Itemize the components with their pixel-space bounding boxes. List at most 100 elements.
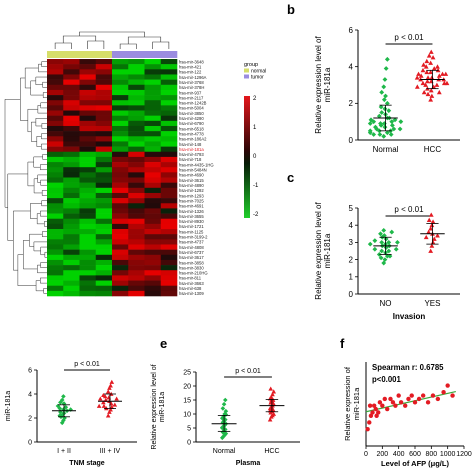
- heatmap-cell: [63, 208, 80, 214]
- heatmap-cell: [112, 84, 129, 91]
- heatmap-color-scale: 2 1 0 -1 -2: [244, 96, 259, 218]
- gene-label: hsa-mir-6790: [179, 121, 204, 126]
- data-point-normal: [382, 124, 388, 130]
- heatmap-cell: [160, 198, 178, 204]
- data-point-i-ii: [61, 394, 66, 399]
- heatmap-cell: [79, 146, 97, 153]
- x-tick-label: 200: [376, 451, 388, 458]
- group-bar-cell: [144, 51, 162, 58]
- heatmap-cell: [112, 64, 129, 70]
- data-point-normal: [222, 422, 227, 428]
- heatmap-cell: [160, 105, 178, 111]
- heatmap-cell: [95, 59, 113, 65]
- heatmap-cell: [47, 177, 64, 183]
- row-dendrogram-branch: [36, 136, 42, 147]
- data-point: [365, 427, 370, 432]
- y-tick-label: 5: [349, 204, 354, 213]
- heatmap-cell: [112, 187, 129, 194]
- heatmap-cell: [63, 162, 80, 168]
- heatmap-cell: [63, 213, 80, 220]
- heatmap-cell: [128, 162, 145, 168]
- y-axis-label: Relative expression of: [343, 366, 352, 441]
- x-category-label: I + II: [57, 448, 71, 455]
- heatmap-cell: [160, 79, 178, 86]
- x-axis-label: Level of AFP (μg/L): [381, 459, 449, 468]
- col-dendrogram-branch: [79, 31, 145, 37]
- heatmap-cell: [112, 203, 129, 209]
- row-dendrogram-branch: [41, 61, 47, 67]
- heatmap-cell: [112, 290, 129, 297]
- heatmap-cell: [112, 59, 129, 65]
- heatmap-cell: [144, 218, 162, 225]
- data-point-yes: [428, 212, 434, 217]
- heatmap-cell: [47, 131, 64, 137]
- heatmap-cell: [144, 285, 162, 292]
- x-axis-label: TNM stage: [69, 460, 105, 467]
- heatmap-cell: [128, 131, 145, 137]
- data-point-iii-iv: [107, 385, 112, 390]
- heatmap-cell: [79, 265, 97, 271]
- heatmap-cell: [144, 162, 162, 168]
- data-point-normal: [377, 132, 383, 137]
- heatmap-cell: [160, 120, 178, 127]
- heatmap-cell: [95, 141, 113, 147]
- heatmap-cell: [63, 84, 80, 91]
- data-point-hcc: [423, 64, 429, 69]
- data-point-no: [393, 246, 399, 252]
- p-value-label: p < 0.01: [394, 205, 424, 214]
- gene-label: hsa-mir-3648: [179, 59, 204, 64]
- row-dendrogram-branch: [41, 123, 47, 129]
- data-point-normal: [221, 401, 227, 407]
- heatmap-cell: [112, 239, 129, 245]
- panel-letter-c: c: [287, 170, 294, 185]
- data-point: [416, 396, 422, 402]
- heatmap-cell: [63, 89, 80, 96]
- x-category-label: III + IV: [100, 448, 121, 455]
- data-point-hcc: [271, 389, 277, 394]
- heatmap-cell: [63, 59, 80, 65]
- heatmap-cell: [160, 162, 178, 168]
- data-point-normal: [378, 104, 384, 110]
- gene-label: hsa-mir-3615: [179, 178, 204, 183]
- heatmap-cell: [79, 187, 97, 194]
- heatmap-cell: [63, 172, 80, 178]
- heatmap-cell: [63, 95, 80, 101]
- gene-label: hsa-mir-4737: [179, 240, 204, 245]
- heatmap-cell: [47, 229, 64, 235]
- heatmap-cell: [160, 177, 178, 183]
- heatmap-cell: [160, 265, 178, 271]
- data-point-yes: [435, 233, 440, 238]
- x-category-label: Normal: [213, 448, 236, 455]
- heatmap-cell: [79, 115, 97, 122]
- heatmap-cell: [47, 59, 64, 65]
- heatmap-cell: [144, 198, 162, 204]
- data-point-normal: [222, 430, 227, 436]
- heatmap-cell: [144, 280, 162, 286]
- data-point-iii-iv: [107, 409, 112, 414]
- data-point: [403, 403, 408, 408]
- heatmap-cell: [63, 79, 80, 86]
- data-point-yes: [429, 243, 435, 248]
- data-point-hcc: [440, 71, 445, 76]
- y-tick-label: 4: [349, 62, 354, 71]
- heatmap-cell: [144, 229, 162, 235]
- x-category-label: Normal: [373, 145, 399, 154]
- heatmap-cell: [95, 151, 113, 158]
- data-point-iii-iv: [106, 395, 112, 400]
- heatmap-cell: [128, 151, 145, 158]
- data-point: [390, 400, 396, 405]
- heatmap-cell: [128, 290, 145, 297]
- col-dendrogram-branch: [127, 36, 162, 44]
- gene-label: hsa-mir-4690: [179, 173, 204, 178]
- heatmap-cell: [112, 167, 129, 173]
- data-point-hcc: [435, 64, 440, 69]
- group-bar-cell: [63, 51, 80, 58]
- heatmap-cell: [47, 136, 64, 142]
- heatmap-cell: [79, 59, 97, 65]
- heatmap-cell: [160, 64, 178, 70]
- data-point-hcc: [429, 75, 435, 80]
- heatmap-cell: [160, 290, 178, 297]
- data-point-no: [389, 229, 395, 235]
- heatmap-cell: [95, 244, 113, 250]
- data-point: [367, 403, 373, 408]
